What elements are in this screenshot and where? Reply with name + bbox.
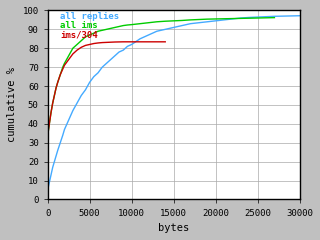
- Y-axis label: cumulative %: cumulative %: [7, 67, 17, 143]
- X-axis label: bytes: bytes: [158, 223, 189, 233]
- Text: all ims: all ims: [60, 21, 98, 30]
- Text: ims/304: ims/304: [60, 30, 98, 40]
- Text: all replies: all replies: [60, 12, 119, 21]
